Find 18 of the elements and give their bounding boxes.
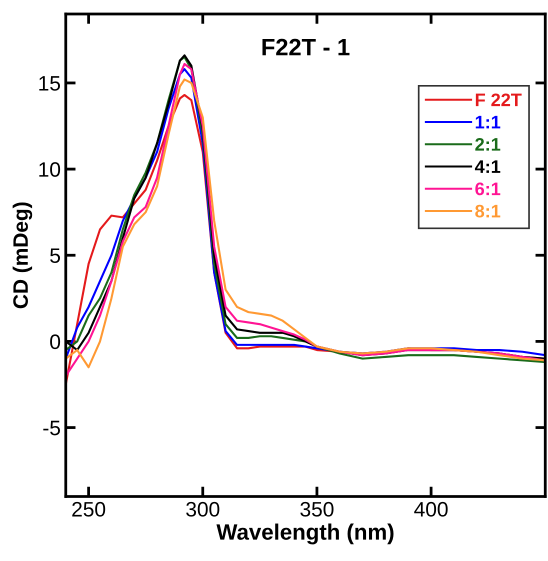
x-tick-label: 350 bbox=[300, 502, 334, 517]
y-tick-label: 10 bbox=[39, 162, 60, 177]
y-tick-label: 5 bbox=[50, 248, 60, 264]
legend-label: 2:1 bbox=[475, 138, 500, 151]
legend-label: 8:1 bbox=[475, 204, 500, 218]
legend-label: 1:1 bbox=[476, 116, 500, 128]
x-tick-label: 250 bbox=[72, 502, 106, 517]
x-tick-label: 400 bbox=[414, 502, 448, 517]
legend-label: F 22T bbox=[476, 93, 522, 106]
y-tick-label: -5 bbox=[43, 420, 60, 436]
legend-label: 4:1 bbox=[474, 160, 500, 173]
y-tick-label: 15 bbox=[39, 76, 60, 91]
x-tick-label: 300 bbox=[186, 502, 220, 517]
x-axis-title: Wavelength (nm) bbox=[216, 524, 394, 544]
text: F22T - 1 bbox=[262, 38, 350, 56]
legend-label: 6:1 bbox=[475, 182, 500, 196]
y-tick-label: 0 bbox=[50, 334, 60, 350]
y-axis-title: CD (mDeg) bbox=[12, 202, 32, 308]
